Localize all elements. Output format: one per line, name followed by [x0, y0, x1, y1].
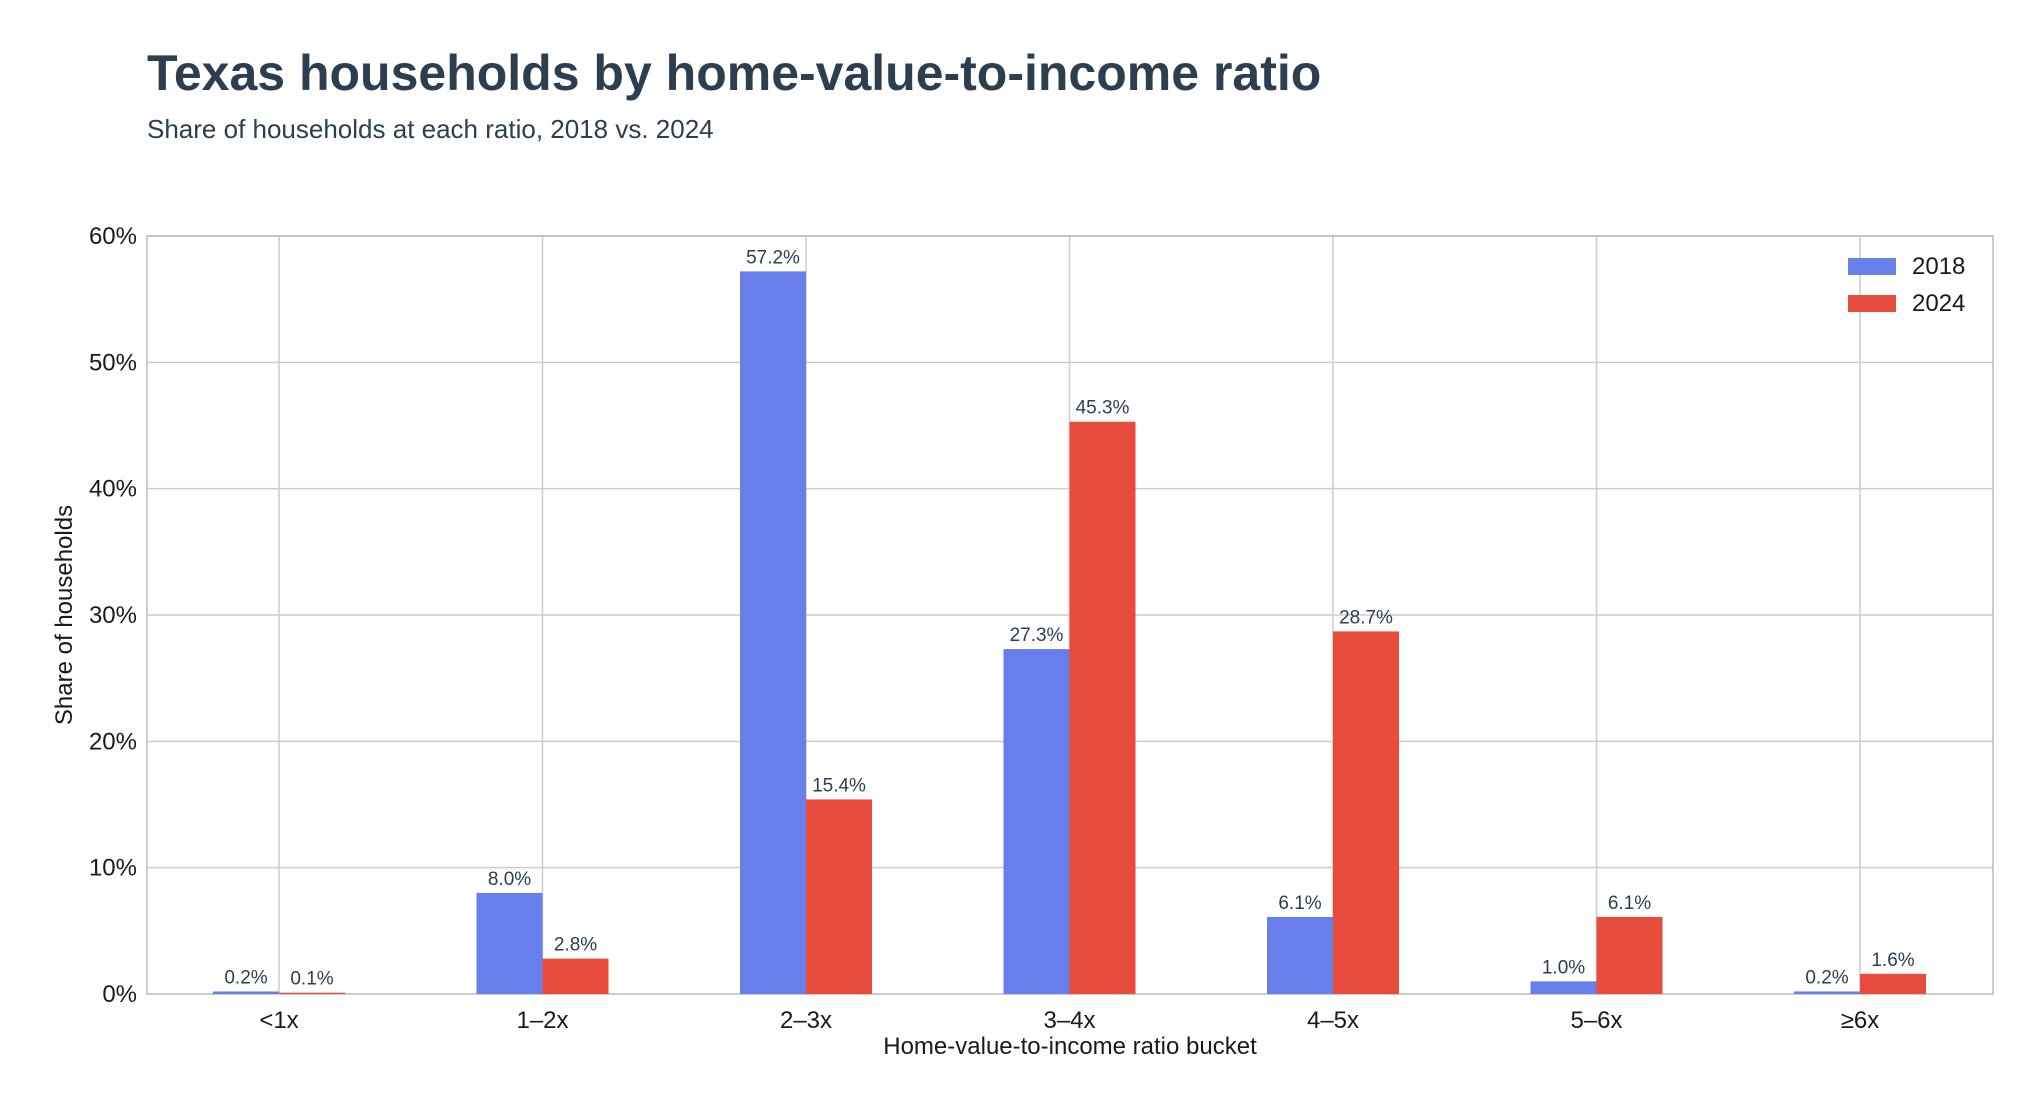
bar-2018-3 [1003, 649, 1070, 994]
data-label-2024-3: 45.3% [1076, 398, 1130, 419]
data-label-2024-2: 15.4% [812, 775, 866, 796]
bar-2024-5 [1596, 916, 1663, 994]
legend-swatch-2024 [1848, 295, 1896, 312]
y-tick-label: 50% [89, 349, 137, 376]
y-tick-label: 10% [89, 855, 137, 882]
chart-title: Texas households by home-value-to-income… [147, 45, 1322, 101]
y-tick-label: 20% [89, 728, 137, 755]
data-label-2018-3: 27.3% [1010, 625, 1064, 646]
bar-2024-4 [1333, 631, 1399, 994]
bar-2024-6 [1860, 973, 1926, 994]
bar-2018-0 [213, 991, 279, 994]
data-label-2018-4: 6.1% [1278, 893, 1321, 914]
bar-2024-3 [1069, 421, 1136, 995]
bar-2018-1 [476, 892, 543, 994]
legend-swatch-2018 [1848, 258, 1896, 275]
y-axis-title: Share of households [51, 505, 78, 725]
data-label-2024-5: 6.1% [1608, 893, 1651, 914]
x-tick-label: 5–6x [1570, 1007, 1622, 1034]
data-label-2024-1: 2.8% [554, 935, 597, 956]
data-label-2018-1: 8.0% [488, 869, 531, 890]
data-label-2018-2: 57.2% [746, 247, 800, 268]
x-tick-label: ≥6x [1841, 1007, 1880, 1034]
bar-2018-5 [1530, 981, 1597, 994]
bar-2024-2 [806, 799, 872, 994]
legend-label-2024: 2024 [1912, 290, 1965, 317]
data-label-2018-0: 0.2% [224, 967, 267, 988]
x-tick-label: 1–2x [516, 1007, 568, 1034]
y-tick-label: 60% [89, 223, 137, 250]
y-tick-label: 40% [89, 476, 137, 503]
x-tick-label: 2–3x [780, 1007, 832, 1034]
bar-2018-2 [740, 271, 806, 995]
y-tick-label: 0% [102, 981, 137, 1008]
x-axis-title: Home-value-to-income ratio bucket [883, 1033, 1257, 1060]
bar-2024-1 [542, 958, 609, 994]
bar-2018-4 [1267, 916, 1333, 994]
legend-label-2018: 2018 [1912, 253, 1965, 280]
chart-subtitle: Share of households at each ratio, 2018 … [147, 114, 714, 144]
y-tick-label: 30% [89, 602, 137, 629]
data-label-2024-4: 28.7% [1339, 607, 1393, 628]
x-tick-label: <1x [259, 1007, 298, 1034]
data-label-2024-6: 1.6% [1871, 950, 1914, 971]
x-tick-label: 4–5x [1307, 1007, 1359, 1034]
data-label-2024-0: 0.1% [290, 969, 333, 990]
x-tick-label: 3–4x [1043, 1007, 1095, 1034]
data-label-2018-5: 1.0% [1542, 957, 1585, 978]
bar-2018-6 [1794, 991, 1860, 994]
bar-2024-0 [279, 992, 345, 994]
data-label-2018-6: 0.2% [1805, 967, 1848, 988]
